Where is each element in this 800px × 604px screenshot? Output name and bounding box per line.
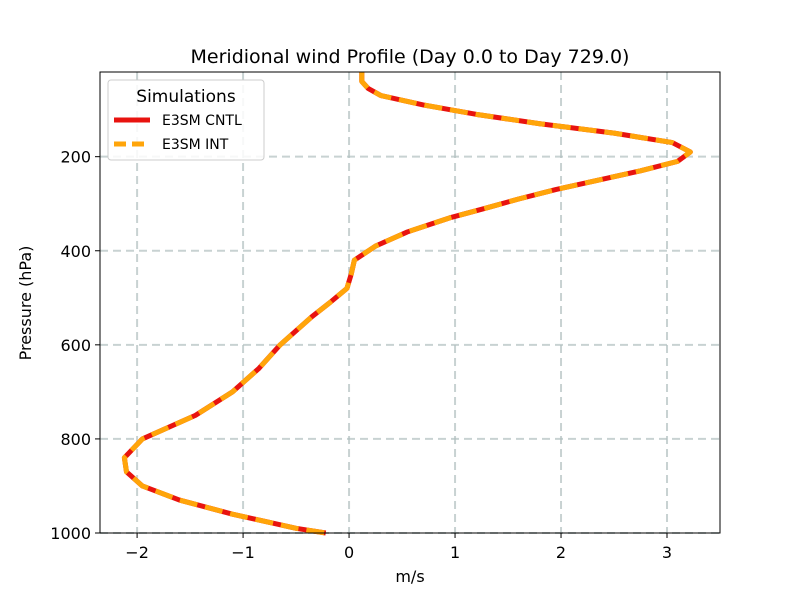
grid-layer <box>100 72 720 534</box>
legend-label-int: E3SM INT <box>162 137 229 153</box>
y-tick-label: 600 <box>60 336 91 355</box>
legend-label-cntl: E3SM CNTL <box>162 113 242 129</box>
x-tick-label: 3 <box>662 543 672 562</box>
plot-frame <box>99 71 721 534</box>
y-tick-label: 400 <box>60 242 91 261</box>
legend-box <box>107 79 265 161</box>
y-tick-label: 1000 <box>50 524 91 543</box>
y-tick-label: 800 <box>60 430 91 449</box>
x-tick-label: 2 <box>556 543 566 562</box>
x-tick-label: −2 <box>125 543 149 562</box>
legend: Simulations E3SM CNTL E3SM INT <box>107 79 265 161</box>
tick-layer: −2 −1 0 1 2 3 200 400 600 800 1000 <box>50 148 672 562</box>
x-tick-label: 0 <box>344 543 354 562</box>
series-line-int <box>121 72 693 536</box>
chart-title: Meridional wind Profile (Day 0.0 to Day … <box>191 46 630 68</box>
y-axis-title: Pressure (hPa) <box>16 246 35 361</box>
x-axis-title: m/s <box>395 567 424 586</box>
series-layer <box>121 72 693 536</box>
legend-title: Simulations <box>136 87 236 107</box>
x-tick-label: 1 <box>450 543 460 562</box>
x-tick-label: −1 <box>231 543 255 562</box>
y-tick-label: 200 <box>60 148 91 167</box>
